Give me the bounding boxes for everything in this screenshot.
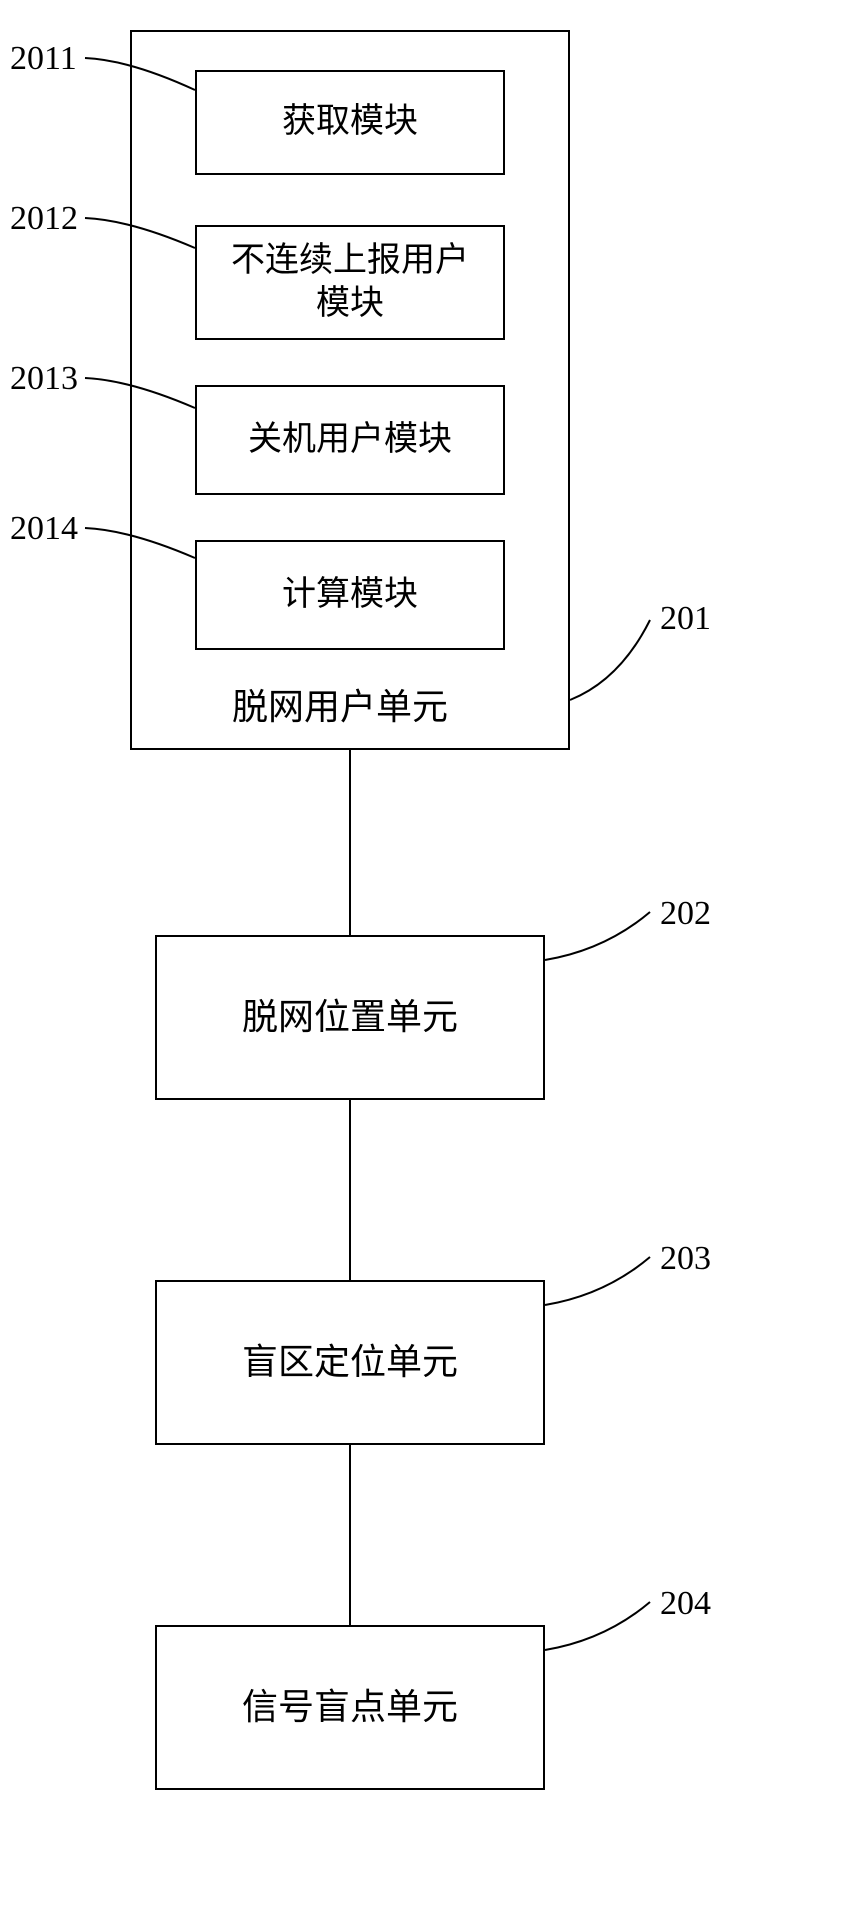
unit-202-label: 202 xyxy=(660,895,711,933)
module-2013-text: 关机用户模块 xyxy=(248,419,452,462)
diagram-root: 脱网用户单元 获取模块 2011 不连续上报用户 模块 2012 关机用户模块 … xyxy=(0,0,842,1907)
unit-203-label: 203 xyxy=(660,1240,711,1278)
unit-202-text: 脱网位置单元 xyxy=(242,995,458,1040)
module-2011-text: 获取模块 xyxy=(282,101,418,144)
unit-203: 盲区定位单元 xyxy=(155,1280,545,1445)
module-2012: 不连续上报用户 模块 xyxy=(195,225,505,340)
unit-204-label: 204 xyxy=(660,1585,711,1623)
module-2012-label: 2012 xyxy=(10,200,78,238)
module-2012-text: 不连续上报用户 模块 xyxy=(231,240,469,325)
unit-201-label: 201 xyxy=(660,600,711,638)
unit-201-title: 脱网用户单元 xyxy=(232,685,448,730)
module-2014-label: 2014 xyxy=(10,510,78,548)
unit-203-text: 盲区定位单元 xyxy=(242,1340,458,1385)
unit-202: 脱网位置单元 xyxy=(155,935,545,1100)
module-2014: 计算模块 xyxy=(195,540,505,650)
unit-204-text: 信号盲点单元 xyxy=(242,1685,458,1730)
module-2013-label: 2013 xyxy=(10,360,78,398)
module-2011-label: 2011 xyxy=(10,40,77,78)
unit-204: 信号盲点单元 xyxy=(155,1625,545,1790)
module-2014-text: 计算模块 xyxy=(282,574,418,617)
module-2011: 获取模块 xyxy=(195,70,505,175)
module-2013: 关机用户模块 xyxy=(195,385,505,495)
